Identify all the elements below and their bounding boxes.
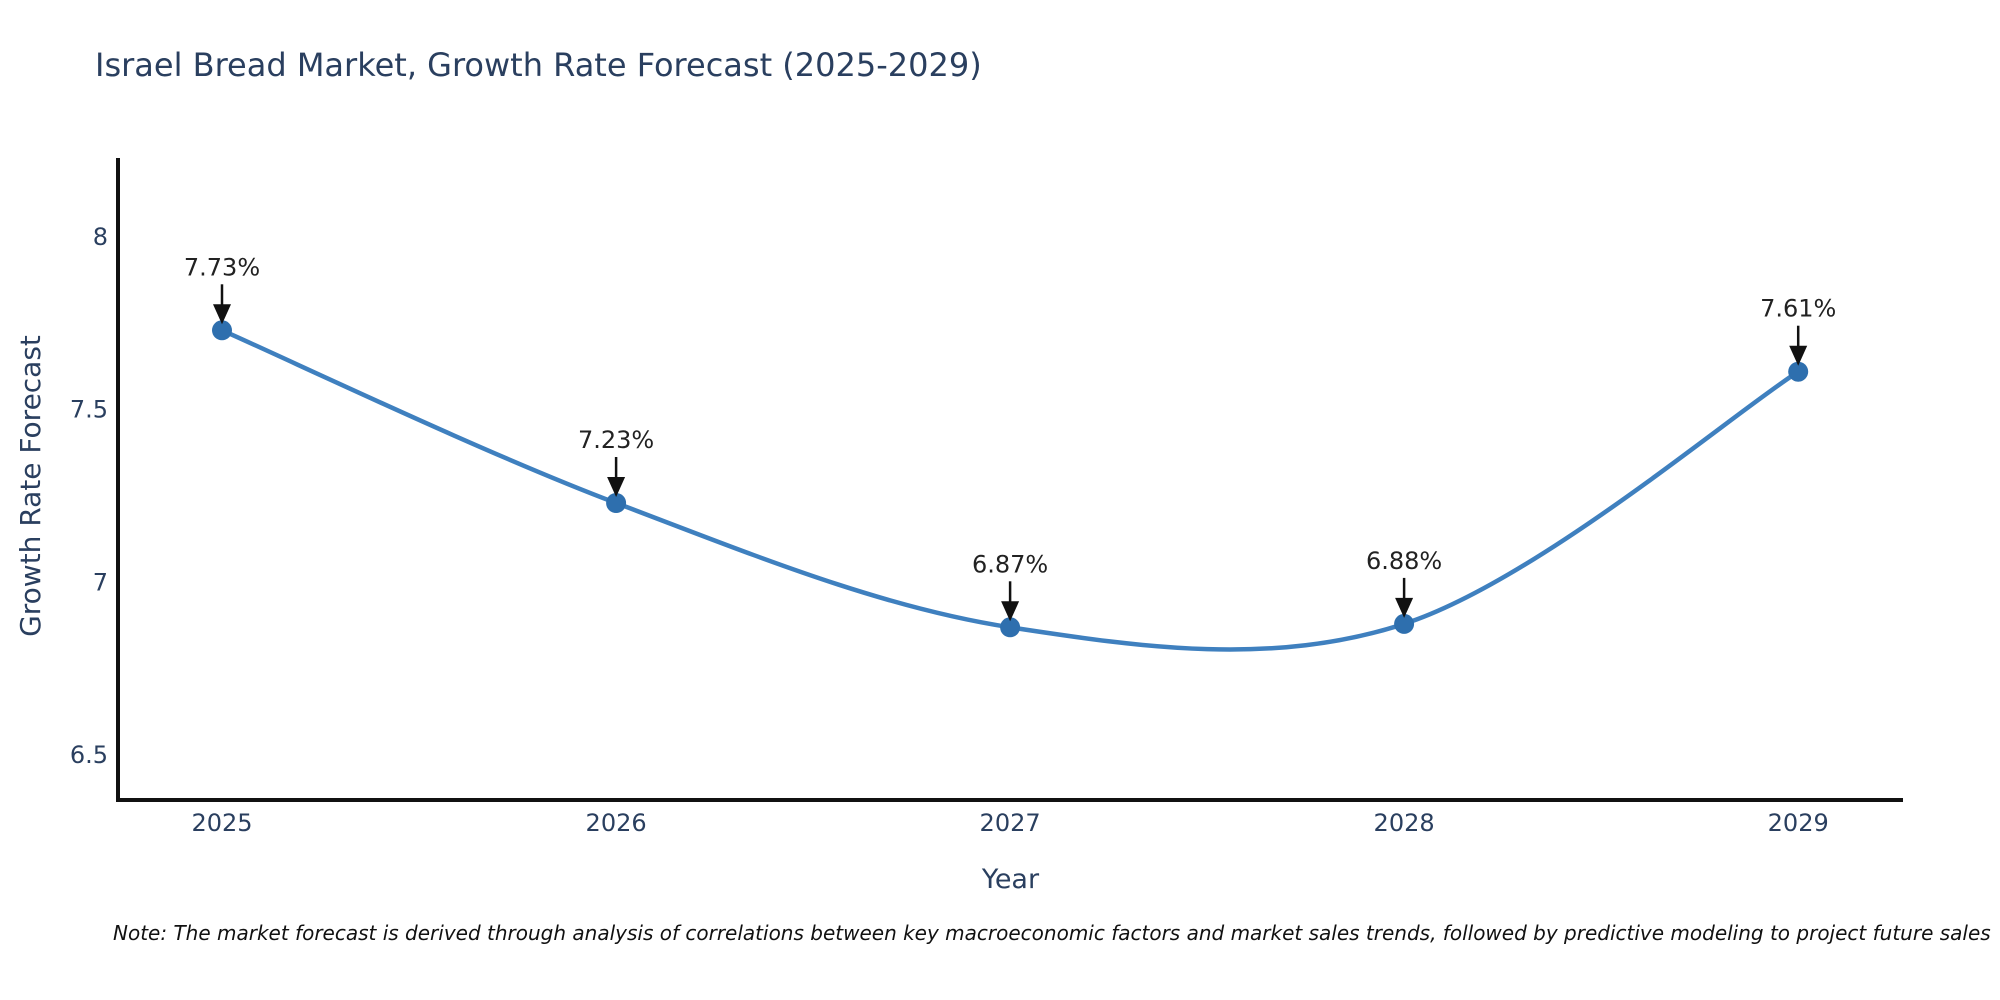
axis-spines (116, 158, 1903, 802)
annotation-arrowhead-icon (1789, 345, 1808, 366)
x-tick-label: 2027 (980, 809, 1041, 837)
point-label: 7.61% (1760, 295, 1836, 323)
y-tick-label: 7.5 (70, 396, 108, 424)
x-tick-label: 2029 (1768, 809, 1829, 837)
point-label: 6.87% (972, 550, 1048, 578)
point-label: 6.88% (1366, 547, 1442, 575)
chart-note: Note: The market forecast is derived thr… (113, 921, 1991, 945)
y-tick-label: 7 (93, 568, 108, 596)
data-point-2026 (606, 493, 627, 513)
data-point-2029 (1788, 361, 1809, 382)
y-axis-title: Growth Rate Forecast (14, 335, 47, 637)
point-label: 7.23% (578, 426, 654, 454)
data-point-2027 (1000, 617, 1021, 638)
annotation-arrowhead-icon (213, 304, 231, 325)
x-tick-label: 2028 (1374, 809, 1435, 837)
y-tick-label: 6.5 (70, 741, 108, 769)
chart-title: Israel Bread Market, Growth Rate Forecas… (95, 46, 982, 84)
x-tick-label: 2026 (586, 809, 647, 837)
data-point-2028 (1394, 613, 1415, 634)
annotation-arrowhead-icon (1001, 601, 1020, 622)
annotation-arrowhead-icon (607, 477, 626, 497)
y-tick-label: 8 (93, 223, 108, 251)
x-tick-label: 2025 (191, 809, 252, 837)
x-axis-title: Year (981, 864, 1040, 895)
annotation-arrowhead-icon (1395, 597, 1414, 618)
point-label: 7.73% (184, 253, 260, 281)
data-point-2025 (212, 320, 232, 341)
